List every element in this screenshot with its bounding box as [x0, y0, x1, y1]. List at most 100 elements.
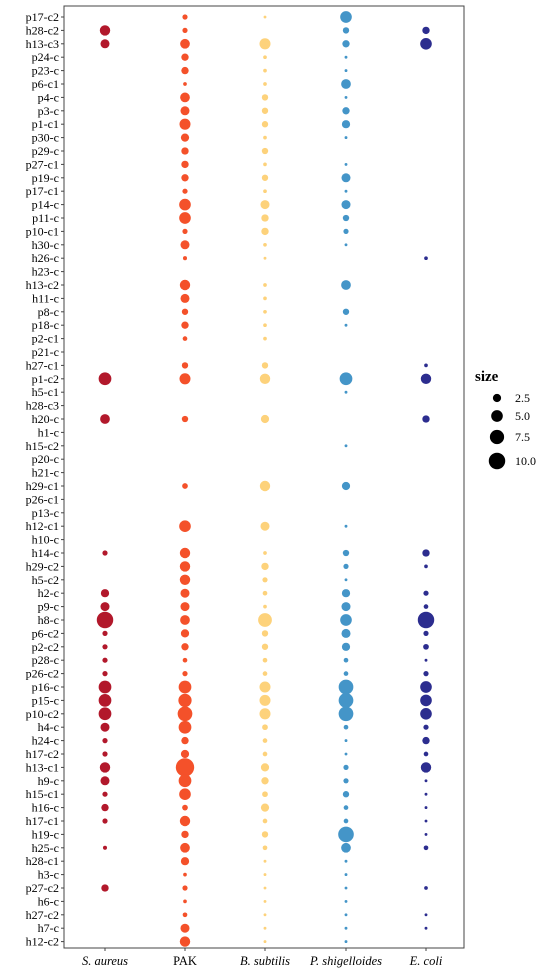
data-point [100, 602, 110, 612]
data-point [182, 228, 188, 234]
data-point [259, 38, 271, 50]
y-tick-label: h28-c1 [26, 854, 59, 868]
data-point [343, 818, 349, 824]
data-point [99, 762, 111, 773]
data-point [181, 53, 189, 61]
data-point [263, 68, 267, 73]
data-point [99, 25, 111, 36]
y-tick-label: p13-c [32, 506, 59, 520]
data-point [424, 886, 428, 890]
x-tick-label: E. coli [409, 954, 443, 968]
data-point [263, 940, 267, 944]
data-point [424, 832, 428, 836]
y-tick-label: h14-c [32, 546, 59, 560]
data-point [181, 160, 189, 169]
data-point [179, 520, 191, 533]
data-point [180, 602, 190, 612]
data-point [262, 671, 268, 676]
y-tick-label: h5-c2 [32, 573, 59, 587]
y-tick-label: p23-c [32, 64, 59, 78]
y-tick-label: h17-c2 [26, 747, 59, 761]
data-point [261, 777, 269, 785]
data-point [341, 280, 351, 290]
data-point [179, 212, 191, 224]
data-point [342, 791, 350, 798]
data-point [342, 27, 350, 34]
data-point [260, 763, 270, 772]
data-point [101, 803, 109, 812]
data-point [182, 804, 188, 811]
data-point [259, 681, 271, 693]
data-point [181, 830, 189, 839]
data-point [180, 293, 190, 303]
data-point [263, 926, 267, 930]
data-point [424, 256, 428, 261]
data-point [342, 214, 350, 222]
data-point [338, 826, 354, 843]
data-point [424, 658, 428, 662]
data-point [102, 738, 108, 744]
data-point [260, 803, 270, 812]
y-tick-label: h10-c [32, 533, 59, 547]
data-point [338, 706, 354, 722]
y-tick-label: p15-c [32, 693, 59, 707]
data-point [262, 818, 268, 824]
y-tick-label: h15-c2 [26, 439, 59, 453]
data-point [263, 82, 267, 86]
data-point [263, 162, 267, 167]
y-tick-label: p19-c [32, 171, 59, 185]
data-point [343, 563, 349, 570]
data-point [262, 590, 268, 596]
data-point [423, 643, 429, 650]
data-point [175, 758, 195, 777]
data-point [263, 15, 267, 19]
y-tick-label: p17-c2 [26, 10, 59, 24]
data-point [261, 227, 269, 236]
data-point [424, 913, 428, 917]
data-point [341, 481, 351, 491]
data-point [344, 136, 348, 140]
data-point [261, 643, 269, 650]
y-tick-label: h28-c2 [26, 23, 59, 37]
data-point [424, 806, 428, 810]
data-point [98, 694, 112, 707]
data-point [422, 736, 430, 745]
data-point [341, 842, 351, 853]
data-point [262, 751, 268, 757]
data-point [182, 27, 188, 33]
y-tick-label: h12-c2 [26, 935, 59, 949]
y-tick-label: p1-c1 [32, 117, 59, 131]
data-point [181, 362, 189, 369]
x-tick-label: P. shigelloides [309, 954, 382, 968]
data-point [180, 842, 190, 853]
y-tick-label: p9-c [38, 600, 59, 614]
data-point [417, 611, 435, 629]
data-point [102, 550, 108, 556]
y-tick-label: h21-c [32, 466, 59, 480]
data-point [263, 336, 267, 341]
data-point [344, 323, 348, 327]
data-point [263, 859, 267, 863]
data-point [101, 884, 109, 892]
data-point [422, 26, 430, 35]
data-point [344, 739, 348, 743]
data-point [182, 256, 188, 261]
data-point [344, 162, 348, 166]
data-point [341, 602, 351, 612]
y-tick-label: h3-c [38, 868, 59, 882]
legend-title: size [475, 369, 499, 385]
data-point [259, 480, 271, 492]
legend-label: 7.5 [515, 430, 530, 444]
data-point [344, 926, 348, 930]
data-point [344, 873, 348, 877]
data-point [183, 82, 187, 86]
x-tick-label: S. aureus [82, 954, 128, 968]
data-point [181, 308, 189, 315]
data-point [261, 121, 269, 128]
data-point [102, 845, 108, 850]
data-point [180, 923, 190, 933]
data-point [182, 14, 188, 20]
data-point [262, 657, 268, 663]
data-point [423, 724, 429, 730]
